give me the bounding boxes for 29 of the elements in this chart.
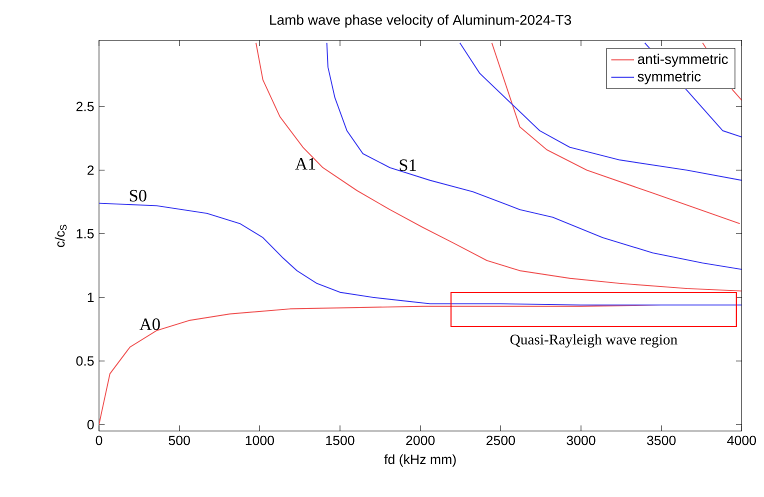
x-axis-title: fd (kHz mm) (384, 454, 456, 467)
annotation: A0 (140, 318, 160, 330)
line-series (326, 42, 742, 270)
y-tick-label: 1 (88, 292, 94, 302)
annotation: A1 (295, 158, 316, 170)
x-tick-label: 3500 (647, 436, 676, 446)
x-tick-label: 3000 (566, 436, 596, 446)
annotation: S1 (400, 159, 416, 172)
chart-title: Lamb wave phase velocity of Aluminum-2024-T3 (270, 14, 572, 28)
y-tick-label: 0.5 (76, 356, 94, 366)
line-series (459, 42, 742, 181)
legend-label: symmetric (638, 71, 701, 84)
y-tick-label: 2 (88, 165, 94, 175)
y-tick-label: 1.5 (76, 229, 94, 238)
line-series (491, 42, 740, 224)
annotation: Quasi-Rayleigh wave region (510, 334, 678, 348)
annotation: S0 (130, 190, 146, 202)
line-series (255, 42, 742, 292)
x-tick-label: 1000 (246, 436, 274, 446)
x-tick-label: 2500 (486, 436, 515, 446)
y-tick-label: 0 (87, 420, 94, 430)
x-tick-label: 4000 (727, 436, 756, 446)
x-tick-label: 500 (168, 436, 190, 446)
y-axis-title: c/c$_{S}$ (54, 224, 67, 248)
x-tick-label: 2000 (406, 436, 435, 446)
x-tick-label: 1500 (326, 436, 354, 446)
x-tick-label: 0 (96, 436, 102, 446)
legend-label: anti-symmetric (638, 54, 728, 67)
y-tick-label: 2.5 (76, 102, 94, 112)
